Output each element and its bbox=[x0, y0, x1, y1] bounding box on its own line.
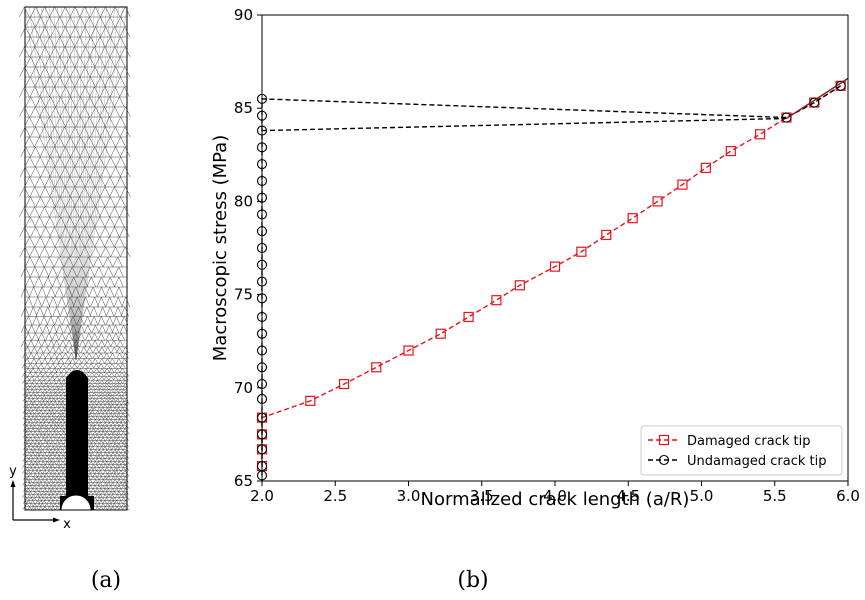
series-1 bbox=[256, 80, 846, 481]
x-axis-label: x bbox=[63, 517, 71, 532]
legend-box bbox=[640, 425, 843, 476]
x-tick-label: 2.5 bbox=[323, 487, 347, 505]
x-tick-label: 6.0 bbox=[836, 487, 860, 505]
data-point bbox=[491, 295, 502, 306]
y-axis-label: y bbox=[9, 464, 17, 479]
mesh-panel bbox=[19, 6, 131, 511]
caption-b: (b) bbox=[457, 568, 488, 593]
y-ticks: 65 70 75 80 85 90 bbox=[234, 6, 262, 490]
mesh-hole bbox=[60, 494, 92, 511]
y-tick-label: 65 bbox=[234, 472, 253, 490]
data-point bbox=[781, 112, 792, 123]
y-tick-label: 85 bbox=[234, 99, 253, 117]
legend: Damaged crack tip Undamaged crack tip bbox=[640, 425, 843, 476]
legend-marker bbox=[658, 454, 670, 466]
legend-entry: Undamaged crack tip bbox=[648, 454, 826, 469]
data-point bbox=[435, 328, 446, 339]
x-arrowhead bbox=[53, 517, 60, 523]
y-arrowhead bbox=[10, 480, 16, 487]
data-point bbox=[338, 378, 350, 390]
series-line bbox=[786, 77, 849, 120]
data-point bbox=[754, 129, 766, 140]
x-tick-label: 5.0 bbox=[690, 487, 714, 505]
data-point bbox=[305, 395, 316, 406]
series-3 bbox=[786, 77, 849, 120]
data-point bbox=[652, 196, 663, 207]
stress-chart: 2.0 2.5 3.0 3.5 4.0 4.5 5.0 5.5 6.0 65 70 75 80 85 90… bbox=[210, 6, 860, 510]
x-ticks: 2.0 2.5 3.0 3.5 4.0 4.5 5.0 5.5 6.0 bbox=[250, 481, 860, 505]
x-tick-label: 4.5 bbox=[616, 487, 640, 505]
series-line bbox=[261, 85, 842, 476]
legend-label: Undamaged crack tip bbox=[687, 454, 826, 469]
data-point bbox=[601, 229, 612, 241]
y-tick-label: 80 bbox=[234, 192, 253, 210]
series-0 bbox=[256, 80, 846, 472]
x-tick-label: 5.5 bbox=[763, 487, 787, 505]
mesh-dense-tip bbox=[66, 370, 88, 378]
data-point bbox=[514, 280, 525, 291]
y-axis-title: Macroscopic stress (MPa) bbox=[210, 135, 231, 361]
data-point bbox=[549, 261, 561, 272]
y-tick-label: 70 bbox=[234, 379, 253, 397]
y-tick-label: 90 bbox=[234, 6, 253, 24]
chart-series bbox=[256, 77, 849, 481]
x-tick-label: 4.0 bbox=[543, 487, 567, 505]
data-point bbox=[463, 311, 474, 323]
x-tick-label: 3.5 bbox=[470, 487, 494, 505]
data-point bbox=[677, 179, 688, 190]
plot-frame bbox=[261, 14, 849, 482]
x-axis-title: Normalized crack length (a/R) bbox=[421, 489, 690, 510]
caption-a: (a) bbox=[91, 568, 121, 593]
data-point bbox=[576, 246, 587, 257]
data-point bbox=[700, 162, 711, 173]
mesh-dense-band bbox=[66, 378, 88, 496]
coordinate-axes: y x bbox=[9, 464, 71, 532]
legend-marker bbox=[658, 434, 670, 446]
mesh-fan bbox=[24, 6, 128, 361]
data-point bbox=[371, 362, 382, 373]
data-point bbox=[627, 213, 638, 224]
x-tick-label: 3.0 bbox=[397, 487, 421, 505]
data-point bbox=[403, 345, 414, 356]
series-line bbox=[261, 85, 842, 467]
legend-entry: Damaged crack tip bbox=[648, 434, 810, 449]
series-2 bbox=[261, 117, 787, 132]
legend-items: Damaged crack tip Undamaged crack tip bbox=[648, 434, 826, 469]
series-line bbox=[261, 117, 787, 132]
data-point bbox=[725, 145, 736, 157]
legend-label: Damaged crack tip bbox=[687, 434, 810, 449]
y-tick-label: 75 bbox=[234, 286, 253, 304]
x-tick-label: 2.0 bbox=[250, 487, 274, 505]
